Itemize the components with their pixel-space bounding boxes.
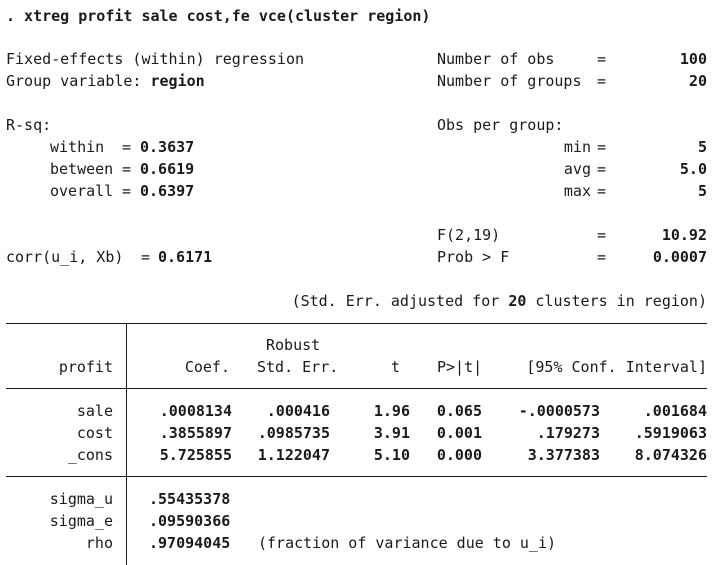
row-ci-lower: .179273 — [536, 424, 600, 442]
row-ci-lower: -.0000573 — [518, 402, 600, 420]
rho-label: rho — [85, 534, 113, 552]
corr-label: corr(u_i, Xb) — [6, 248, 124, 266]
table-top-rule — [6, 323, 707, 324]
eq-sign: = — [597, 248, 607, 266]
eq-sign: = — [141, 248, 151, 266]
group-variable-value: region — [150, 72, 205, 90]
rsq-within-value: 0.3637 — [140, 138, 195, 156]
row-se: .0985735 — [257, 424, 330, 442]
se-adjustment-note: (Std. Err. adjusted for 20 clusters in r… — [291, 292, 707, 310]
sigma-e-label: sigma_e — [49, 512, 113, 530]
eq-sign: = — [122, 160, 132, 178]
eq-sign: = — [122, 138, 132, 156]
max-label: max — [563, 182, 591, 200]
n-groups-label: Number of groups — [437, 72, 582, 90]
row-t: 5.10 — [373, 446, 410, 464]
header-bottom-rule — [6, 388, 707, 389]
row-se: 1.122047 — [257, 446, 330, 464]
eq-sign: = — [597, 50, 607, 68]
command-line: . xtreg profit sale cost,fe vce(cluster … — [6, 7, 431, 25]
row-p: 0.000 — [436, 446, 482, 464]
row-se: .000416 — [266, 402, 330, 420]
model-title: Fixed-effects (within) regression — [6, 50, 305, 68]
row-ci-upper: .001684 — [643, 402, 707, 420]
avg-label: avg — [563, 160, 591, 178]
t-header: t — [390, 358, 400, 376]
eq-sign: = — [597, 160, 607, 178]
row-p: 0.065 — [436, 402, 482, 420]
se-header: Std. Err. — [257, 358, 339, 376]
n-obs-label: Number of obs — [437, 50, 555, 68]
cluster-count: 20 — [508, 292, 527, 310]
row-variable: cost — [76, 424, 113, 442]
corr-value: 0.6171 — [158, 248, 213, 266]
row-variable: _cons — [67, 446, 113, 464]
sigma-e-value: .09590366 — [149, 512, 231, 530]
ci-header: [95% Conf. Interval] — [526, 358, 707, 376]
prob-f-value: 0.0007 — [652, 248, 707, 266]
row-p: 0.001 — [436, 424, 482, 442]
row-ci-upper: 8.074326 — [634, 446, 707, 464]
row-coef: .3855897 — [159, 424, 232, 442]
f-stat-label: F(2,19) — [437, 226, 501, 244]
group-variable-line: Group variable: region — [6, 70, 205, 92]
row-t: 3.91 — [373, 424, 410, 442]
sigma-u-label: sigma_u — [49, 490, 113, 508]
rsq-overall-label: overall — [50, 182, 114, 200]
min-label: min — [563, 138, 591, 156]
row-ci-upper: .5919063 — [634, 424, 707, 442]
table-vertical-rule — [126, 323, 127, 565]
row-t: 1.96 — [373, 402, 410, 420]
row-coef: 5.725855 — [159, 446, 232, 464]
row-ci-lower: 3.377383 — [527, 446, 600, 464]
min-value: 5 — [697, 138, 707, 156]
n-groups-value: 20 — [688, 72, 707, 90]
eq-sign: = — [597, 226, 607, 244]
rsq-overall-value: 0.6397 — [140, 182, 195, 200]
robust-label: Robust — [266, 336, 321, 354]
rsq-between-label: between — [50, 160, 114, 178]
rho-value: .97094045 — [149, 534, 231, 552]
f-stat-value: 10.92 — [661, 226, 707, 244]
prob-f-label: Prob > F — [437, 248, 510, 266]
group-variable-label: Group variable: — [6, 72, 142, 90]
obs-per-group-label: Obs per group: — [437, 116, 564, 134]
coef-bottom-rule — [6, 476, 707, 477]
rsq-within-label: within — [50, 138, 105, 156]
rsq-between-value: 0.6619 — [140, 160, 195, 178]
sigma-u-value: .55435378 — [149, 490, 231, 508]
p-header: P>|t| — [437, 358, 483, 376]
coef-header: Coef. — [184, 358, 230, 376]
depvar-header: profit — [58, 358, 113, 376]
rho-note: (fraction of variance due to u_i) — [258, 534, 557, 552]
eq-sign: = — [122, 182, 132, 200]
eq-sign: = — [597, 138, 607, 156]
max-value: 5 — [697, 182, 707, 200]
eq-sign: = — [597, 182, 607, 200]
row-variable: sale — [76, 402, 113, 420]
eq-sign: = — [597, 72, 607, 90]
rsq-label: R-sq: — [6, 116, 52, 134]
row-coef: .0008134 — [159, 402, 232, 420]
n-obs-value: 100 — [679, 50, 707, 68]
avg-value: 5.0 — [679, 160, 707, 178]
